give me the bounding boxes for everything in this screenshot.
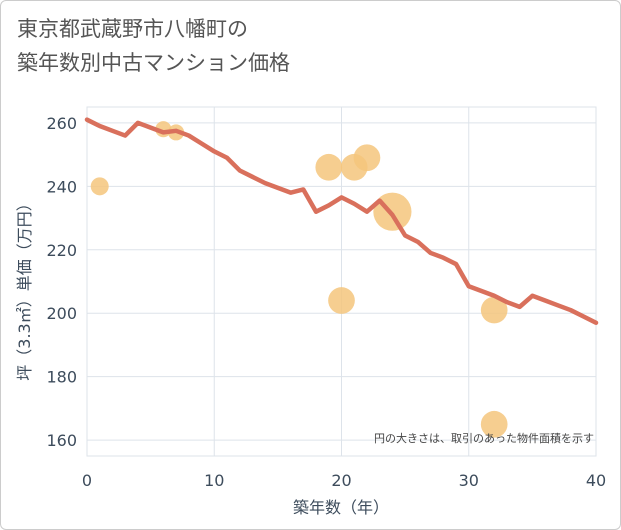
- y-tick-label: 240: [46, 177, 77, 196]
- x-tick-label: 30: [459, 471, 479, 490]
- chart-title-line2: 築年数別中古マンション価格: [17, 51, 290, 75]
- bubble-size-note: 円の大きさは、取引のあった物件面積を示す: [374, 431, 594, 445]
- x-tick-labels: 0 10 20 30 40: [82, 471, 606, 490]
- bubble-point: [315, 153, 343, 181]
- chart-title: 東京都武蔵野市八幡町の 築年数別中古マンション価格: [17, 12, 290, 80]
- x-tick-label: 0: [82, 471, 92, 490]
- x-tick-label: 10: [204, 471, 224, 490]
- bubble-point: [480, 296, 508, 324]
- grid: [86, 106, 597, 457]
- price-line: [84, 117, 599, 325]
- chart-title-line1: 東京都武蔵野市八幡町の: [17, 17, 248, 41]
- bubble-point: [328, 287, 355, 314]
- y-tick-label: 160: [46, 431, 77, 450]
- bubble-point: [90, 177, 109, 196]
- y-tick-label: 200: [46, 304, 77, 323]
- y-tick-labels: 160 180 200 220 240 260: [46, 114, 77, 450]
- price-line-series: [84, 117, 599, 325]
- y-tick-label: 220: [46, 241, 77, 260]
- bubble-point: [353, 144, 381, 172]
- y-tick-label: 180: [46, 368, 77, 387]
- y-axis-label: 坪（3.3㎡）単価（万円）: [15, 195, 34, 380]
- x-tick-label: 20: [331, 471, 351, 490]
- bubble-point: [480, 410, 508, 438]
- x-tick-label: 40: [586, 471, 606, 490]
- plot-border: [86, 106, 597, 457]
- x-axis-label: 築年数（年）: [293, 498, 389, 517]
- y-tick-label: 260: [46, 114, 77, 133]
